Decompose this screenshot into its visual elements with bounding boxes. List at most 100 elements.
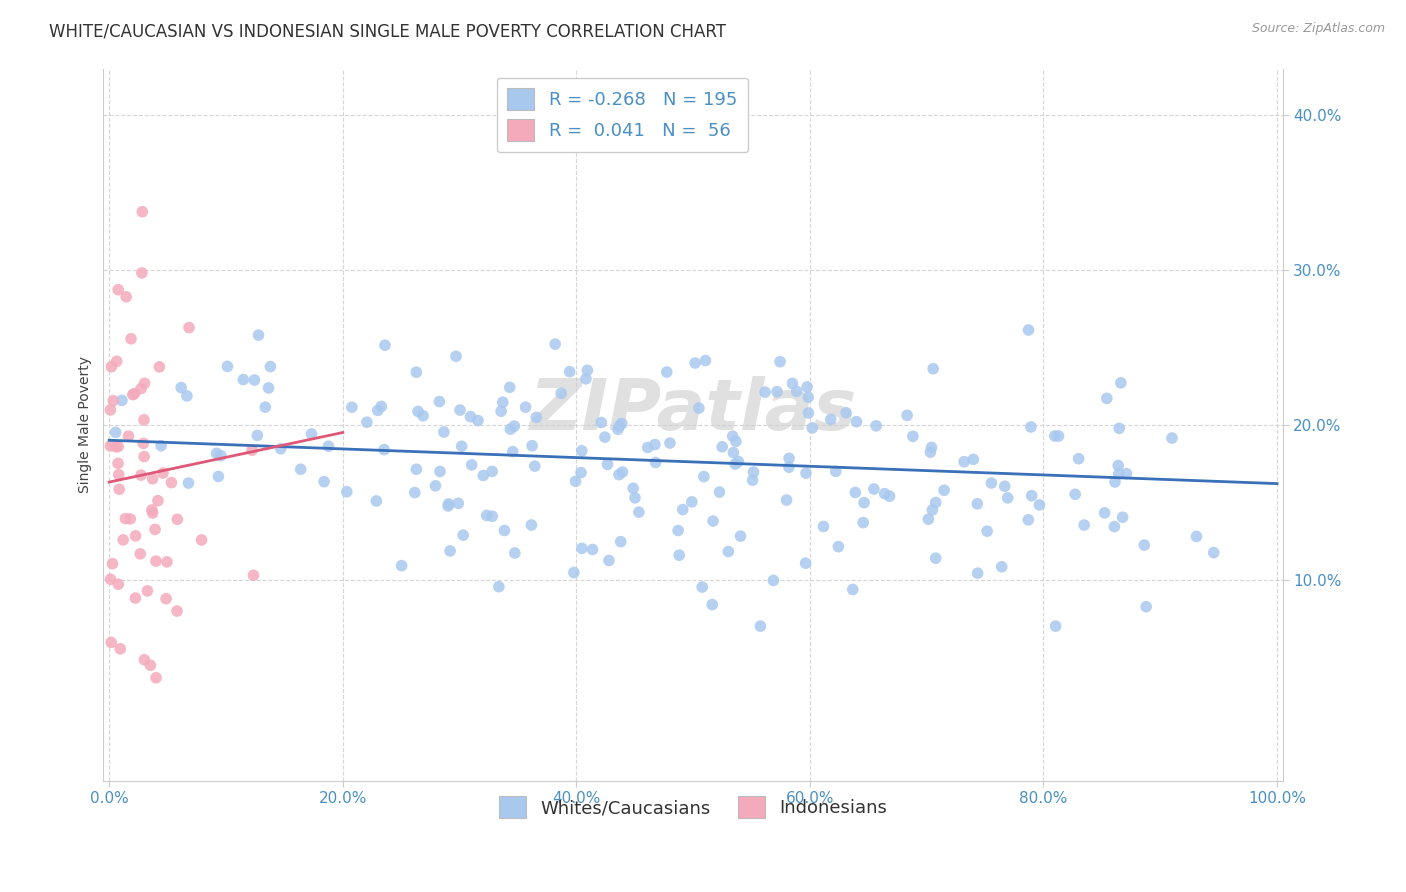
Point xyxy=(610,417,633,431)
Point xyxy=(437,499,460,513)
Point xyxy=(863,482,886,496)
Point xyxy=(124,386,146,401)
Point xyxy=(1161,431,1184,445)
Point xyxy=(921,503,943,517)
Point xyxy=(437,497,460,511)
Point xyxy=(129,382,152,396)
Point xyxy=(564,475,586,489)
Point xyxy=(290,462,312,476)
Point xyxy=(205,446,228,460)
Point xyxy=(134,450,156,464)
Point xyxy=(711,440,734,454)
Point xyxy=(405,462,427,476)
Point xyxy=(503,419,526,434)
Point xyxy=(155,591,177,606)
Point xyxy=(962,452,984,467)
Point xyxy=(520,518,543,533)
Point xyxy=(558,365,581,379)
Point xyxy=(107,467,129,482)
Point xyxy=(246,428,269,442)
Point xyxy=(120,332,142,346)
Point xyxy=(247,328,270,343)
Y-axis label: Single Male Poverty: Single Male Poverty xyxy=(79,356,93,493)
Point xyxy=(921,441,943,455)
Point xyxy=(813,519,835,533)
Point xyxy=(131,204,153,219)
Point xyxy=(134,376,156,391)
Point xyxy=(1043,429,1066,443)
Point xyxy=(447,496,470,510)
Point xyxy=(406,404,429,418)
Point xyxy=(562,566,585,580)
Point xyxy=(433,425,456,439)
Point xyxy=(845,415,868,429)
Point xyxy=(637,441,659,455)
Point xyxy=(429,465,451,479)
Point xyxy=(129,468,152,483)
Point xyxy=(427,394,450,409)
Point xyxy=(499,422,522,436)
Point xyxy=(100,359,122,374)
Point xyxy=(1028,498,1050,512)
Point xyxy=(922,361,945,376)
Point xyxy=(550,386,572,401)
Point xyxy=(489,404,512,418)
Point xyxy=(139,658,162,673)
Point xyxy=(472,468,495,483)
Point xyxy=(1104,475,1126,489)
Point xyxy=(391,558,413,573)
Point xyxy=(131,266,153,280)
Point xyxy=(502,444,524,458)
Point xyxy=(607,422,630,436)
Point xyxy=(124,529,146,543)
Point xyxy=(142,472,165,486)
Point xyxy=(782,376,804,391)
Point xyxy=(1017,323,1039,337)
Point xyxy=(1111,510,1133,524)
Point xyxy=(569,466,592,480)
Point xyxy=(1019,420,1042,434)
Point xyxy=(100,403,122,417)
Point xyxy=(1095,392,1118,406)
Point xyxy=(107,456,129,470)
Point xyxy=(257,381,280,395)
Point xyxy=(439,544,461,558)
Point xyxy=(217,359,239,374)
Point xyxy=(896,409,918,423)
Point xyxy=(672,502,695,516)
Point xyxy=(644,455,666,469)
Point xyxy=(865,418,887,433)
Point xyxy=(404,485,426,500)
Point xyxy=(693,469,716,483)
Point xyxy=(143,522,166,536)
Point xyxy=(576,363,599,377)
Point xyxy=(243,373,266,387)
Point xyxy=(232,373,254,387)
Point xyxy=(741,473,763,487)
Point xyxy=(797,390,820,404)
Point xyxy=(190,533,212,547)
Point xyxy=(481,509,503,524)
Point xyxy=(121,387,143,401)
Point xyxy=(723,445,745,459)
Point xyxy=(1108,421,1130,435)
Point xyxy=(1104,519,1126,533)
Point xyxy=(177,476,200,491)
Point xyxy=(475,508,498,523)
Point xyxy=(1135,599,1157,614)
Point xyxy=(141,503,163,517)
Point xyxy=(136,583,159,598)
Point xyxy=(794,466,817,480)
Point xyxy=(769,355,792,369)
Point xyxy=(853,495,876,509)
Point xyxy=(683,356,706,370)
Point xyxy=(766,384,789,399)
Point xyxy=(749,619,772,633)
Point xyxy=(1133,538,1156,552)
Point xyxy=(450,439,472,453)
Point xyxy=(107,440,129,454)
Point xyxy=(488,580,510,594)
Point xyxy=(444,349,467,363)
Point xyxy=(917,512,939,526)
Point xyxy=(794,556,817,570)
